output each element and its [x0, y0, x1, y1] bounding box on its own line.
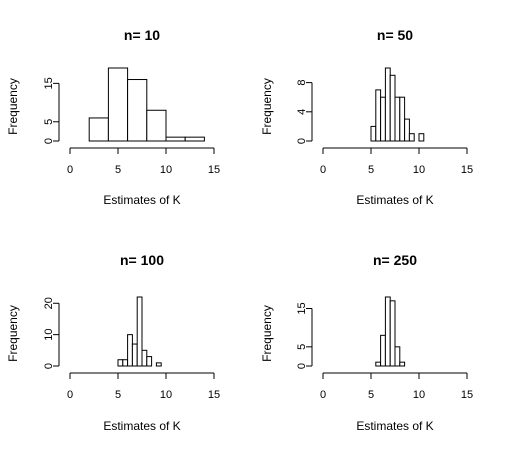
histogram-bar [122, 359, 129, 367]
histogram-bar [384, 67, 391, 142]
x-tick-label: 15 [461, 389, 473, 401]
x-axis-label: Estimates of K [356, 193, 433, 207]
histogram-bar [88, 117, 109, 142]
histogram-bar [399, 361, 406, 367]
histogram-panel-3: n= 100 0 5 10 15 0 10 20 Estimates of K Frequency [6, 252, 220, 433]
histogram-bar [165, 136, 186, 142]
y-axis-label: Frequency [260, 78, 274, 135]
y-axis-label: Frequency [6, 78, 20, 135]
histogram-bar [146, 356, 153, 367]
x-tick-label: 15 [208, 389, 220, 401]
histogram-bar [141, 349, 148, 367]
histogram-bar [399, 96, 406, 142]
chart-title: n= 10 [124, 27, 160, 43]
y-tick-label: 0 [43, 138, 55, 144]
histogram-bar [380, 96, 386, 142]
x-tick-label: 0 [320, 389, 326, 401]
histogram-bar [380, 334, 386, 367]
y-tick-label: 0 [43, 363, 55, 369]
histogram-bar [404, 118, 410, 142]
histogram-bar [127, 79, 148, 142]
histogram-bar [136, 296, 143, 367]
x-tick-label: 5 [368, 164, 374, 176]
histogram-bar [389, 300, 396, 367]
histogram-bar [155, 362, 162, 367]
histogram-bar [127, 334, 133, 367]
x-tick-label: 0 [67, 164, 73, 176]
y-tick-label: 5 [296, 344, 308, 350]
histogram-bar [394, 96, 401, 142]
x-tick-label: 15 [461, 164, 473, 176]
x-tick-label: 5 [115, 389, 121, 401]
chart-title: n= 250 [373, 252, 417, 268]
y-tick-label: 20 [43, 297, 55, 309]
x-tick-label: 10 [413, 164, 425, 176]
histogram-bar [107, 67, 129, 142]
histogram-bar [408, 133, 415, 142]
histogram-bar [375, 361, 382, 367]
x-tick-label: 15 [208, 164, 220, 176]
x-axis-label: Estimates of K [103, 193, 180, 207]
y-tick-label: 0 [296, 138, 308, 144]
y-axis-label: Frequency [260, 305, 274, 362]
histogram-bar [394, 346, 401, 367]
histogram-panel-1: n= 10 0 5 10 15 0 5 15 Estimates of K Frequency [6, 27, 220, 207]
chart-title: n= 50 [377, 27, 413, 43]
histogram-panel-2: n= 50 0 5 10 15 0 4 8 Estimates of K Frequency [260, 27, 473, 207]
histogram-bar [146, 109, 167, 142]
y-tick-label: 0 [296, 363, 308, 369]
histogram-bar [117, 359, 124, 367]
x-tick-label: 0 [67, 389, 73, 401]
y-axis-label: Frequency [6, 305, 20, 362]
x-tick-label: 10 [413, 389, 425, 401]
histogram-bar [418, 133, 425, 142]
histogram-bar [184, 136, 205, 142]
x-tick-label: 10 [160, 164, 172, 176]
y-tick-label: 15 [43, 77, 55, 89]
x-tick-label: 0 [320, 164, 326, 176]
x-axis-label: Estimates of K [356, 419, 433, 433]
histogram-bar [370, 125, 377, 142]
histogram-bar [389, 74, 396, 142]
y-tick-label: 4 [296, 109, 308, 115]
y-tick-label: 10 [43, 329, 55, 341]
x-tick-label: 5 [368, 389, 374, 401]
x-tick-label: 10 [160, 389, 172, 401]
chart-title: n= 100 [120, 252, 164, 268]
histogram-bar [384, 296, 391, 367]
y-tick-label: 15 [296, 302, 308, 314]
histogram-panel-4: n= 250 0 5 10 15 0 5 15 Estimates of K Frequency [260, 252, 473, 433]
x-tick-label: 5 [115, 164, 121, 176]
y-tick-label: 5 [43, 119, 55, 125]
y-tick-label: 8 [296, 80, 308, 86]
histogram-bar [375, 89, 382, 142]
histogram-bar [131, 343, 138, 367]
x-axis-label: Estimates of K [103, 419, 180, 433]
